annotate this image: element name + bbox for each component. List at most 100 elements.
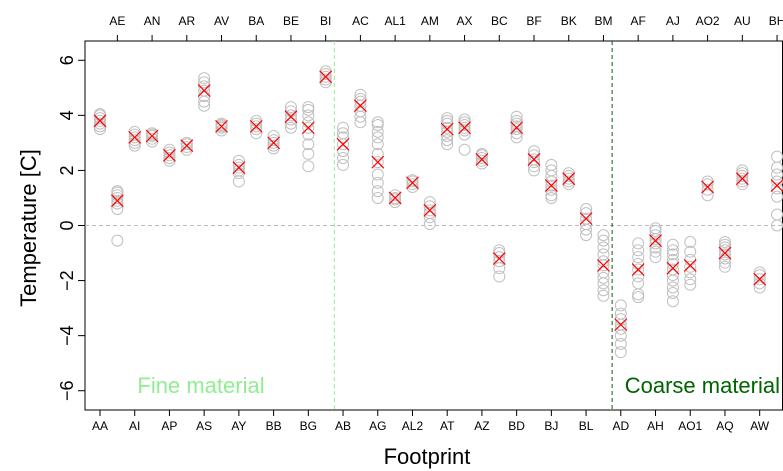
sample-point [232,161,245,174]
mean-marker [631,263,645,276]
sample-point [458,121,471,134]
mean-marker [770,179,783,192]
sample-point [302,128,315,141]
mean-marker-stroke [597,259,610,272]
mean-marker [614,318,628,332]
mean-marker [544,179,558,192]
sample-point [250,123,263,136]
sample-point [94,112,106,125]
sample-point [215,117,228,130]
sample-point [111,191,124,204]
mean-marker [145,129,159,143]
sample-point [475,157,488,170]
x-tick-label-top: AR [178,14,195,28]
mean-marker-stroke [649,234,662,248]
sample-point [614,346,627,359]
x-tick-label-bottom: BD [508,419,525,433]
sample-point [267,136,280,149]
mean-marker [649,234,662,248]
x-tick-label-top: AE [109,14,125,28]
mean-marker-stroke [388,191,402,205]
y-tick-label: −2 [57,270,77,291]
sample-point [319,68,332,81]
sample-point [319,73,332,86]
sample-point [545,183,558,196]
x-tick-label-bottom: AS [196,419,212,433]
x-tick-label-top: BK [561,14,577,28]
sample-point [284,113,297,126]
x-tick-label-bottom: AT [440,419,455,433]
sample-point [371,131,384,144]
sample-point [198,72,211,85]
sample-point [753,281,766,294]
mean-marker [232,161,246,175]
sample-point [441,114,454,127]
sample-point [111,194,124,207]
region-label-coarse: Coarse material [625,373,780,398]
x-tick-label-bottom: AP [161,419,177,433]
mean-marker-stroke [666,261,680,275]
sample-point [528,149,540,162]
x-tick-label-bottom: AY [231,419,246,433]
sample-point [371,176,384,189]
mean-marker [701,180,715,194]
sample-point [701,175,714,188]
sample-point [302,109,315,122]
mean-marker-stroke [215,119,228,133]
mean-marker [163,148,176,162]
sample-point [632,263,645,276]
sample-point [510,123,523,136]
mean-marker [510,121,524,135]
mean-marker [527,152,541,166]
mean-marker [301,121,315,135]
x-tick-label-bottom: AB [335,419,351,433]
sample-point [458,128,471,141]
mean-marker-stroke [614,318,628,332]
sample-point [215,124,228,137]
mean-marker [284,110,298,124]
sample-point [510,110,523,123]
mean-marker [440,122,454,136]
sample-point [666,244,679,257]
sample-point [371,156,384,169]
mean-marker [579,212,593,226]
sample-point [371,147,384,160]
sample-point [510,117,523,130]
mean-marker-stroke [735,172,749,186]
sample-point [684,273,697,286]
sample-point [701,183,714,196]
sample-point [562,169,575,182]
x-tick-label-bottom: AD [612,419,629,433]
mean-marker [597,259,610,272]
sample-point [163,149,176,162]
mean-marker-stroke [475,152,489,166]
sample-point [94,107,106,120]
x-tick-label-top: AL1 [384,14,406,28]
mean-marker [336,137,350,151]
sample-point [371,191,384,204]
sample-point [718,244,731,257]
x-tick-label-bottom: AL2 [402,419,424,433]
mean-marker-stroke [249,119,263,133]
sample-point [545,189,558,202]
sample-point [354,88,367,101]
sample-point [163,146,176,159]
sample-point [180,141,193,154]
sample-point [493,262,506,275]
mean-marker-stroke [458,121,471,135]
sample-point [614,322,627,335]
sample-point [284,101,297,114]
sample-point [423,200,436,213]
sample-point [597,289,610,302]
sample-point [458,143,471,156]
sample-point [198,84,211,97]
x-tick-label-bottom: AW [750,419,770,433]
sample-point [666,295,679,308]
sample-point [302,103,315,116]
sample-point [771,208,783,221]
sample-point [684,278,697,291]
mean-marker-stroke [163,148,176,162]
sample-point [371,125,384,138]
sample-point [771,168,783,181]
mean-marker-stroke [319,70,333,84]
